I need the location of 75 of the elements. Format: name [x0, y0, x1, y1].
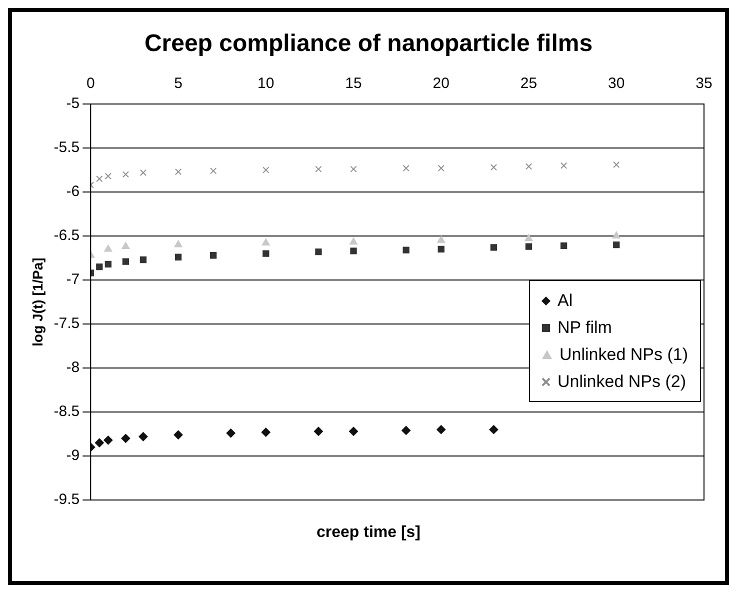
- y-tick-label: -6.5: [54, 227, 80, 244]
- point: [174, 254, 182, 260]
- point: [315, 166, 322, 172]
- x-axis-title: creep time [s]: [315, 524, 422, 542]
- point: [490, 244, 498, 251]
- point: [402, 164, 410, 172]
- point: [104, 260, 112, 268]
- point: [402, 426, 411, 435]
- point: [438, 164, 444, 172]
- point: [525, 163, 532, 170]
- point: [104, 172, 112, 180]
- point: [226, 428, 236, 438]
- x-tick-label: 0: [86, 75, 95, 92]
- point: [560, 162, 568, 169]
- point: [122, 258, 130, 265]
- point: [140, 169, 147, 176]
- y-tick-label: -8.5: [54, 403, 80, 420]
- point: [174, 240, 182, 248]
- x-tick-label: 25: [520, 75, 538, 92]
- point: [524, 234, 533, 242]
- point: [210, 252, 217, 259]
- x-tick-label: 30: [608, 75, 625, 92]
- point: [262, 166, 270, 174]
- point: [350, 248, 357, 254]
- y-tick-label: -7.5: [54, 315, 80, 332]
- y-axis-title: log J(t) [1/Pa]: [29, 258, 46, 346]
- legend-label: Unlinked NPs (2): [558, 372, 686, 392]
- x-tick-label: 35: [696, 75, 712, 92]
- point: [104, 244, 112, 252]
- point: [525, 243, 532, 250]
- y-tick-label: -5: [66, 95, 80, 112]
- point: [140, 256, 147, 264]
- point: [489, 425, 498, 434]
- legend-label: Unlinked NPs (1): [560, 344, 688, 364]
- point: [349, 426, 358, 436]
- x-tick-label: 15: [345, 75, 362, 92]
- x-tick-label: 10: [258, 75, 274, 92]
- point: [436, 425, 446, 434]
- y-tick-label: -8: [66, 359, 80, 376]
- y-tick-label: -9: [66, 447, 80, 464]
- point: [121, 434, 130, 443]
- y-tick-label: -6: [66, 183, 80, 200]
- point: [96, 263, 103, 270]
- point: [350, 166, 357, 172]
- point: [262, 250, 270, 257]
- point: [315, 248, 322, 256]
- legend-label: NP film: [558, 318, 612, 338]
- point: [438, 246, 444, 253]
- chart-title: Creep compliance of nanoparticle films: [143, 30, 594, 58]
- point: [122, 171, 130, 178]
- x-tick-label: 5: [174, 75, 182, 92]
- point: [314, 426, 323, 436]
- point: [138, 432, 148, 442]
- point: [613, 241, 620, 248]
- point: [560, 242, 568, 250]
- point: [261, 428, 270, 437]
- point: [96, 175, 103, 182]
- legend-label: Al: [558, 290, 573, 310]
- y-tick-label: -9.5: [54, 491, 80, 508]
- point: [122, 242, 130, 250]
- point: [402, 246, 410, 254]
- point: [350, 238, 358, 245]
- point: [612, 232, 620, 238]
- point: [174, 430, 183, 440]
- point: [490, 164, 498, 171]
- point: [174, 168, 182, 176]
- point: [94, 438, 104, 448]
- point: [613, 161, 620, 168]
- y-tick-label: -7: [66, 271, 80, 288]
- x-tick-label: 20: [432, 75, 450, 92]
- y-tick-label: -5.5: [54, 139, 80, 156]
- point: [104, 436, 113, 445]
- point: [437, 236, 446, 243]
- point: [262, 238, 270, 246]
- point: [210, 168, 217, 174]
